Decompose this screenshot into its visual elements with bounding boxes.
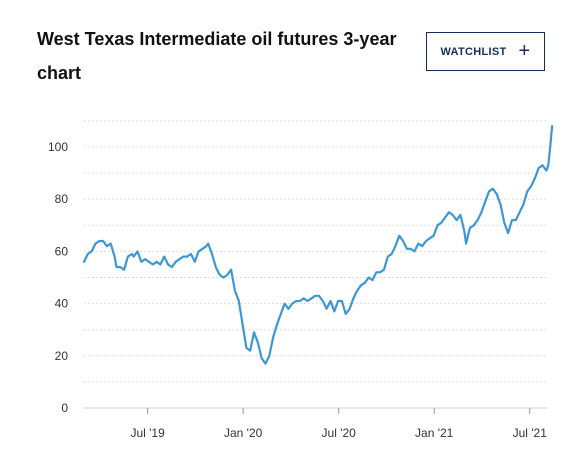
chart-title: West Texas Intermediate oil futures 3-ye… <box>37 29 397 83</box>
y-tick-label: 60 <box>55 244 69 258</box>
x-tick-label: Jul '19 <box>130 426 165 440</box>
watchlist-button-label: WATCHLIST <box>440 45 507 58</box>
wti-price-line <box>82 124 554 365</box>
plus-icon: + <box>518 39 531 62</box>
y-tick-label: 0 <box>61 401 68 415</box>
x-tick-label: Jul '20 <box>322 426 357 440</box>
y-tick-label: 40 <box>55 297 69 311</box>
x-tick-label: Jan '21 <box>415 426 454 440</box>
y-tick-label: 80 <box>55 192 69 206</box>
y-tick-label: 100 <box>48 140 68 154</box>
y-tick-label: 20 <box>55 349 69 363</box>
x-tick-label: Jan '20 <box>224 426 263 440</box>
watchlist-button[interactable]: WATCHLIST + <box>426 32 545 71</box>
x-tick-label: Jul '21 <box>513 426 548 440</box>
